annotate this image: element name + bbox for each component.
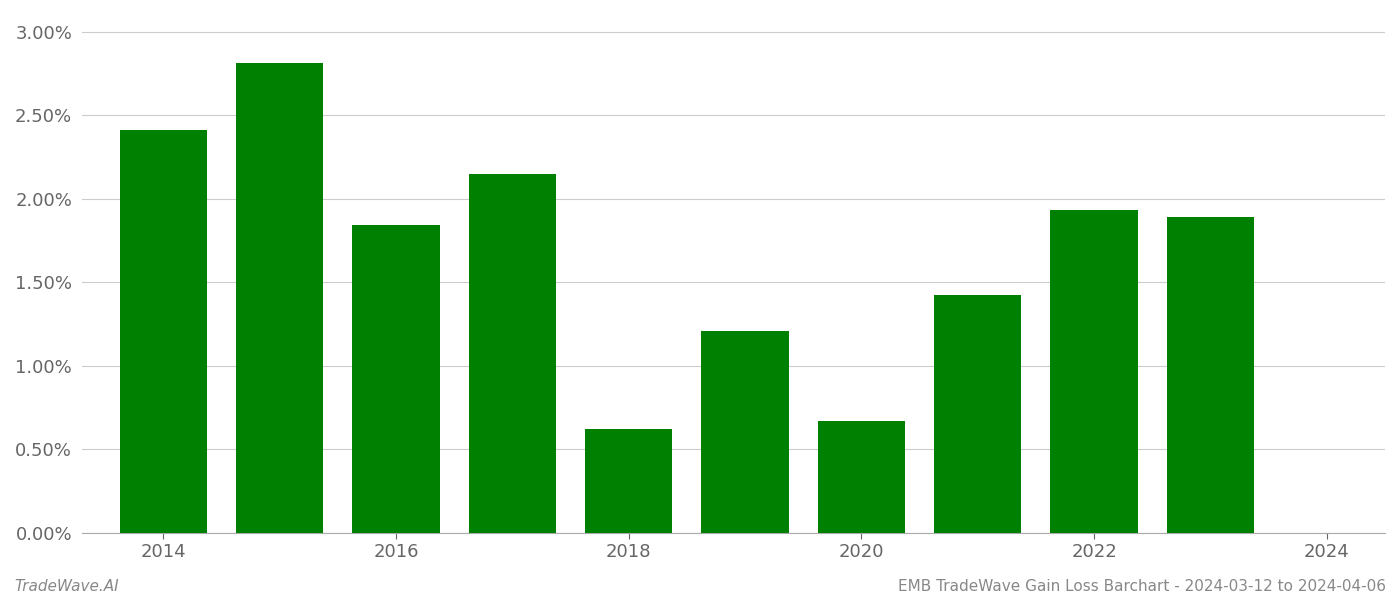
Bar bbox=[1050, 211, 1138, 533]
Bar bbox=[469, 173, 556, 533]
Bar bbox=[1166, 217, 1254, 533]
Bar bbox=[818, 421, 904, 533]
Text: EMB TradeWave Gain Loss Barchart - 2024-03-12 to 2024-04-06: EMB TradeWave Gain Loss Barchart - 2024-… bbox=[897, 579, 1386, 594]
Bar bbox=[119, 130, 207, 533]
Bar bbox=[353, 226, 440, 533]
Bar bbox=[237, 64, 323, 533]
Bar bbox=[585, 429, 672, 533]
Bar bbox=[934, 295, 1022, 533]
Text: TradeWave.AI: TradeWave.AI bbox=[14, 579, 119, 594]
Bar bbox=[701, 331, 788, 533]
